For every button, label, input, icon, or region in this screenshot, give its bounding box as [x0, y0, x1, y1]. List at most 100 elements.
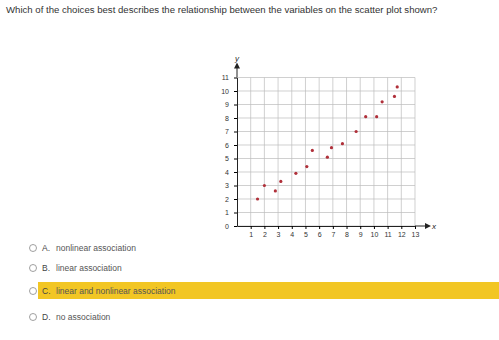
grid-line: [237, 118, 415, 119]
point: [375, 115, 378, 118]
tick-label: 11: [222, 74, 229, 81]
tick-label: 11: [384, 231, 391, 238]
tick: 7: [225, 128, 237, 135]
radio[interactable]: [30, 265, 37, 272]
tick: 4: [290, 226, 294, 238]
tick: 1: [249, 226, 253, 238]
tick-mark: [234, 159, 237, 160]
grid-line: [237, 158, 415, 159]
choice-text: linear association: [56, 263, 122, 273]
tick-label: 13: [412, 231, 420, 238]
choice[interactable]: A. nonlinear association: [30, 243, 137, 253]
grid-line: [237, 212, 415, 213]
grid-line: [237, 77, 415, 78]
tick: 9: [359, 226, 363, 238]
point: [294, 172, 297, 175]
grid-line: [237, 104, 415, 105]
radio[interactable]: [30, 314, 37, 321]
tick-label: 6: [225, 142, 229, 149]
choice[interactable]: C. linear and nonlinear association: [30, 282, 499, 299]
axis-title: y: [234, 54, 240, 63]
tick-label: 1: [225, 209, 229, 216]
point: [326, 156, 329, 159]
point: [341, 142, 344, 145]
tick-mark: [234, 91, 237, 92]
tick-label: 8: [225, 115, 229, 122]
tick-mark: [278, 226, 279, 229]
tick-label: 3: [225, 182, 229, 189]
radio[interactable]: [30, 288, 37, 295]
grid-line: [415, 78, 416, 227]
grid-line: [278, 78, 279, 227]
tick: 6: [318, 226, 322, 238]
y-axis: 01234567891011: [221, 74, 237, 230]
tick-label: 9: [225, 101, 229, 108]
radio[interactable]: [30, 245, 37, 252]
tick-label: 3: [277, 231, 281, 238]
tick-label: 10: [221, 88, 229, 95]
choice[interactable]: B. linear association: [30, 263, 122, 273]
tick-label: 12: [398, 231, 406, 238]
grid-line: [319, 78, 320, 227]
grid-line: [387, 78, 388, 227]
grid-line: [346, 78, 347, 227]
grid-line: [250, 78, 251, 227]
tick-label: 4: [290, 231, 294, 238]
choice-letter: C.: [42, 286, 51, 296]
points: [256, 85, 399, 200]
highlight: [38, 282, 499, 299]
grid-line: [237, 145, 415, 146]
tick: 12: [398, 226, 406, 238]
tick: 2: [225, 196, 237, 203]
grid-line: [291, 78, 292, 227]
choice[interactable]: D. no association: [30, 312, 111, 322]
tick-label: 1: [249, 231, 253, 238]
tick-label: 5: [304, 231, 308, 238]
choice-letter: A.: [42, 243, 50, 253]
tick: 1: [225, 209, 237, 216]
tick: 13: [412, 226, 420, 238]
axis-arrow: [415, 226, 428, 227]
tick: 10: [221, 88, 237, 95]
point: [393, 95, 396, 98]
tick-label: 0: [225, 223, 229, 230]
grid-line: [360, 78, 361, 227]
tick: 3: [277, 226, 281, 238]
tick-mark: [234, 118, 237, 119]
tick: 11: [384, 226, 391, 238]
tick: 8: [225, 115, 237, 122]
tick: 6: [225, 142, 237, 149]
tick-mark: [374, 226, 375, 229]
tick-mark: [234, 186, 237, 187]
choice-text: linear and nonlinear association: [56, 286, 176, 296]
point: [256, 197, 259, 200]
grid-line: [332, 78, 333, 227]
choice-letter: B.: [42, 263, 50, 273]
tick-label: 2: [225, 196, 229, 203]
tick-mark: [333, 226, 334, 229]
tick: 0: [225, 223, 237, 230]
tick-mark: [234, 199, 237, 200]
tick-mark: [234, 172, 237, 173]
grid-line: [373, 78, 374, 227]
tick: 3: [225, 182, 237, 189]
axis-arrow: [237, 66, 238, 78]
grid-line: [237, 131, 415, 132]
choice-text: nonlinear association: [56, 243, 136, 253]
point: [311, 149, 314, 152]
axis-line: [237, 78, 238, 227]
tick-label: 7: [225, 128, 229, 135]
tick-label: 2: [263, 231, 267, 238]
x-axis: 12345678910111213: [238, 226, 420, 238]
grid: [237, 78, 415, 227]
grid-line: [237, 199, 415, 200]
point: [396, 85, 399, 88]
tick-label: 10: [371, 231, 379, 238]
tick: 10: [371, 226, 379, 238]
choice-letter: D.: [42, 312, 51, 322]
choice-text: no association: [56, 312, 111, 322]
tick-label: 9: [359, 231, 363, 238]
page: Which of the choices best describes the …: [0, 0, 499, 340]
point: [355, 130, 358, 133]
tick-mark: [234, 105, 237, 106]
